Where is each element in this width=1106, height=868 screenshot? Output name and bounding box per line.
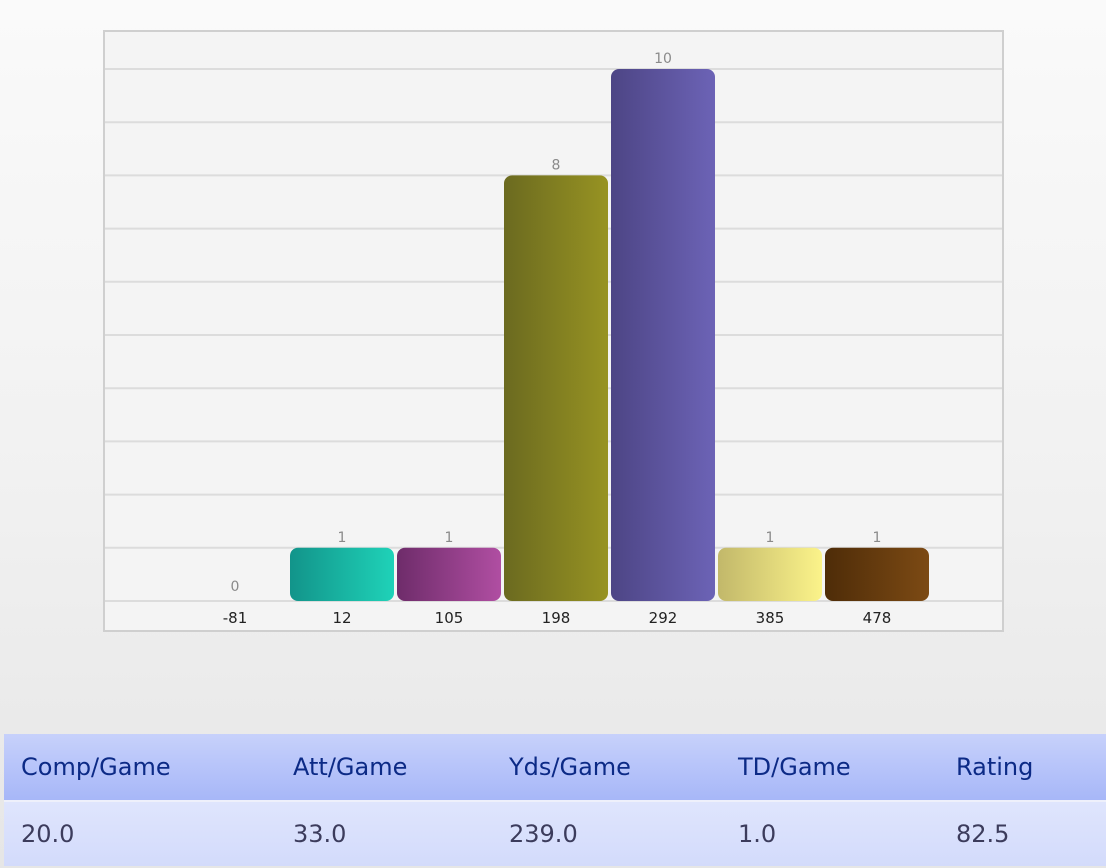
bar-105 [397,547,501,601]
histogram-chart: 0 1 1 8 10 1 1 -81 12 105 198 292 385 478 [105,51,1002,627]
bar-385 [718,547,822,601]
stats-header-row: Comp/Game Att/Game Yds/Game TD/Game Rati… [4,734,1106,802]
header-yds-game: Yds/Game [492,734,721,802]
value-td-game: 1.0 [721,801,939,866]
bar-478 [825,547,929,601]
x-tick-105: 105 [435,609,464,627]
chart-panel: 0 1 1 8 10 1 1 -81 12 105 198 292 385 478 [103,30,1004,632]
header-td-game: TD/Game [721,734,939,802]
bar-12 [290,547,394,601]
x-tick-12: 12 [332,609,351,627]
value-yds-game: 239.0 [492,801,721,866]
passing-stats-table: Comp/Game Att/Game Yds/Game TD/Game Rati… [4,734,1106,866]
x-tick-385: 385 [756,609,785,627]
x-tick-478: 478 [863,609,892,627]
x-tick-labels: -81 12 105 198 292 385 478 [223,609,892,627]
value-att-game: 33.0 [276,801,492,866]
data-label--81: 0 [231,579,240,595]
x-tick--81: -81 [223,609,248,627]
bar-198 [504,175,608,601]
value-rating: 82.5 [939,801,1106,866]
bars [290,69,929,601]
data-labels: 0 1 1 8 10 1 1 [231,51,882,595]
data-label-385: 1 [766,530,775,546]
header-comp-game: Comp/Game [4,734,276,802]
x-tick-198: 198 [542,609,571,627]
data-label-292: 10 [654,51,672,67]
data-label-198: 8 [552,157,561,173]
data-label-12: 1 [338,530,347,546]
header-att-game: Att/Game [276,734,492,802]
stats-value-row: 20.0 33.0 239.0 1.0 82.5 [4,801,1106,866]
bar-292 [611,69,715,601]
header-rating: Rating [939,734,1106,802]
value-comp-game: 20.0 [4,801,276,866]
x-tick-292: 292 [649,609,678,627]
data-label-478: 1 [873,530,882,546]
data-label-105: 1 [445,530,454,546]
